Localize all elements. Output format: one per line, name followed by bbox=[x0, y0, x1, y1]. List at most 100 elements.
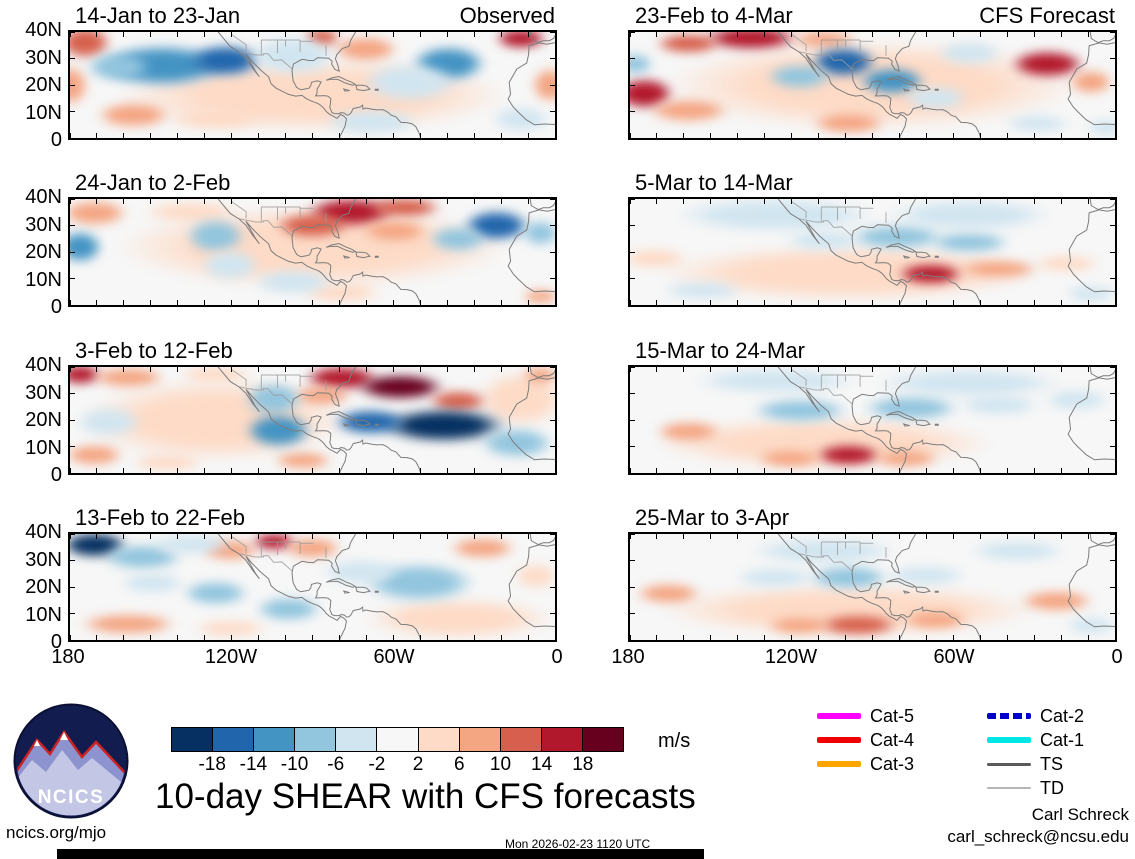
lat-axis-label: 40N bbox=[25, 354, 62, 376]
legend-item: Cat-5 bbox=[817, 704, 914, 728]
colorbar-tick-label: -10 bbox=[280, 754, 309, 775]
anomaly-blob bbox=[1061, 65, 1115, 98]
anomaly-blob bbox=[516, 215, 555, 250]
lon-tick bbox=[630, 133, 631, 138]
lon-tick bbox=[925, 199, 927, 204]
lon-tick bbox=[96, 133, 98, 138]
lon-tick bbox=[1114, 133, 1115, 138]
anomaly-blob bbox=[916, 228, 1023, 257]
lon-tick bbox=[656, 133, 658, 138]
lon-tick bbox=[1060, 534, 1062, 539]
lat-tick bbox=[550, 32, 555, 33]
lon-tick bbox=[818, 32, 820, 37]
lon-tick bbox=[1114, 32, 1115, 37]
lon-tick bbox=[1060, 367, 1062, 372]
anomaly-blob bbox=[891, 81, 980, 114]
lon-tick bbox=[1114, 199, 1115, 204]
legend-item: Cat-4 bbox=[817, 728, 914, 752]
anomaly-blob bbox=[307, 555, 415, 590]
lon-tick bbox=[656, 199, 658, 204]
lon-tick bbox=[96, 32, 98, 37]
lat-tick bbox=[70, 304, 75, 305]
lon-tick bbox=[365, 300, 367, 305]
colorbar-segment bbox=[418, 728, 460, 751]
lon-tick bbox=[70, 300, 71, 305]
panel-title: 15-Mar to 24-Mar bbox=[635, 338, 805, 363]
lon-tick bbox=[710, 32, 712, 37]
lat-tick bbox=[1110, 419, 1115, 421]
lon-tick bbox=[365, 133, 367, 138]
anomaly-blob bbox=[79, 367, 177, 392]
lon-tick bbox=[710, 300, 712, 305]
lon-tick bbox=[554, 133, 555, 138]
lon-tick bbox=[979, 133, 981, 138]
lat-tick bbox=[630, 419, 635, 421]
lat-axis-label: 40N bbox=[25, 19, 62, 41]
lat-tick bbox=[1110, 560, 1115, 561]
anomaly-blob bbox=[152, 105, 279, 133]
lat-axis-label: 40N bbox=[25, 186, 62, 208]
lat-tick bbox=[70, 58, 75, 59]
lat-axis-label: 10N bbox=[25, 436, 62, 459]
colorbar-tick-label: 14 bbox=[531, 754, 553, 775]
anomaly-blob bbox=[234, 408, 323, 453]
anomaly-blob bbox=[649, 278, 757, 302]
lon-tick bbox=[285, 199, 287, 204]
lon-tick bbox=[123, 133, 125, 138]
lon-tick bbox=[1060, 300, 1062, 305]
lat-tick bbox=[1110, 639, 1115, 640]
colorbar-segment bbox=[541, 728, 583, 751]
footer-author: Carl Schreck bbox=[1031, 805, 1129, 824]
lon-tick bbox=[312, 199, 313, 204]
lon-tick bbox=[683, 468, 685, 473]
lon-tick bbox=[872, 534, 873, 539]
lon-tick bbox=[898, 32, 900, 37]
lon-tick bbox=[258, 199, 260, 204]
lon-tick bbox=[392, 133, 394, 138]
lon-tick bbox=[204, 133, 206, 138]
panel-observed-0: 14-Jan to 23-Jan Observed bbox=[68, 4, 557, 140]
lat-tick bbox=[70, 84, 75, 86]
lon-tick bbox=[231, 534, 233, 539]
lon-tick bbox=[96, 534, 98, 539]
lon-tick bbox=[419, 300, 421, 305]
lon-tick bbox=[285, 367, 287, 372]
lon-tick bbox=[845, 534, 847, 539]
anomaly-blob bbox=[862, 446, 951, 470]
anomaly-blob bbox=[756, 59, 844, 94]
lat-tick bbox=[630, 586, 635, 588]
lon-tick bbox=[258, 367, 260, 372]
legend-line-cat-3 bbox=[817, 761, 861, 767]
lon-tick bbox=[925, 534, 927, 539]
lon-tick bbox=[473, 534, 475, 539]
lon-tick bbox=[123, 300, 125, 305]
lon-tick bbox=[656, 367, 658, 372]
shear-anomaly-map bbox=[628, 30, 1117, 140]
colorbar-units-label: m/s bbox=[658, 730, 691, 752]
lon-tick bbox=[952, 199, 954, 204]
lon-tick bbox=[123, 468, 125, 473]
panel-header: 24-Jan to 2-Feb bbox=[68, 171, 557, 197]
lat-tick bbox=[630, 111, 635, 112]
lon-tick bbox=[285, 468, 287, 473]
lon-tick bbox=[123, 32, 125, 37]
anomaly-blob bbox=[244, 593, 332, 626]
lon-tick bbox=[500, 468, 502, 473]
panel-observed-1: 24-Jan to 2-Feb bbox=[68, 171, 557, 307]
anomaly-blob bbox=[736, 394, 863, 427]
lat-axis-label: 40N bbox=[25, 521, 62, 543]
lon-tick bbox=[500, 133, 502, 138]
lat-axis-label: 30N bbox=[25, 381, 62, 404]
lon-tick bbox=[791, 133, 793, 138]
colorbar-segments bbox=[171, 727, 624, 752]
colorbar-tick-label: -2 bbox=[368, 754, 386, 775]
anomaly-blob bbox=[722, 563, 829, 592]
lat-tick bbox=[70, 534, 75, 535]
lon-tick bbox=[1060, 635, 1062, 640]
lon-tick bbox=[737, 635, 739, 640]
legend-line-ts bbox=[987, 762, 1031, 766]
lon-tick bbox=[979, 199, 981, 204]
anomaly-blob bbox=[872, 561, 980, 590]
lat-tick bbox=[1110, 367, 1115, 368]
lat-tick bbox=[630, 84, 635, 86]
